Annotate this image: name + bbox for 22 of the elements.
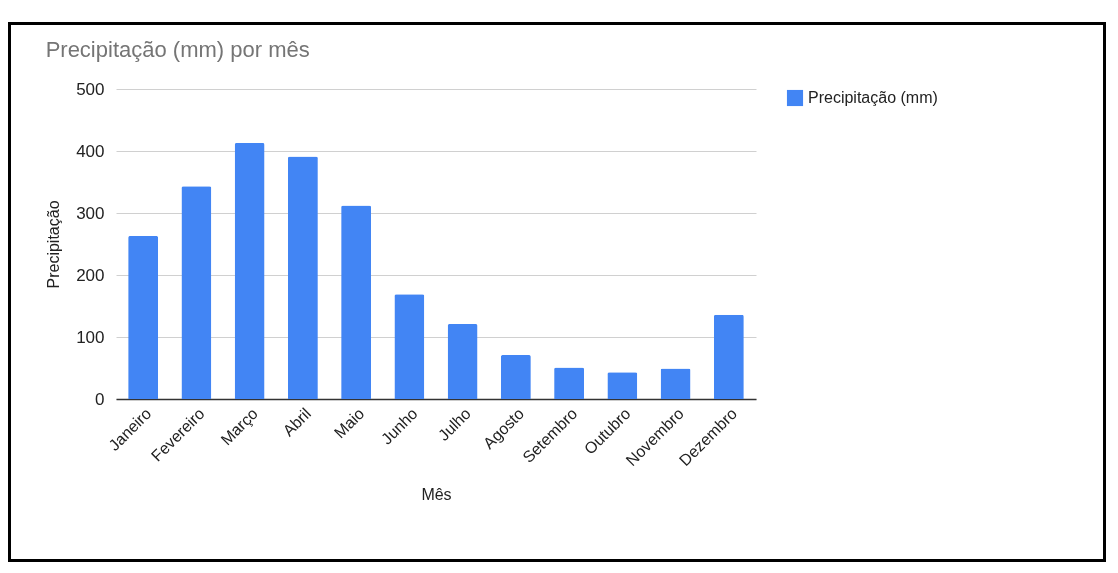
y-tick-label: 0	[95, 389, 105, 409]
bar	[181, 186, 212, 399]
y-axis-title: Precipitação	[45, 200, 63, 289]
bar	[660, 368, 691, 399]
x-axis-title: Mês	[421, 486, 452, 503]
y-tick-label: 400	[76, 141, 105, 161]
y-tick-label: 500	[76, 79, 105, 99]
chart-title: Precipitação (mm) por mês	[45, 37, 310, 62]
bar	[234, 142, 265, 399]
bar	[607, 372, 638, 399]
legend-label: Precipitação (mm)	[808, 89, 938, 106]
bar	[554, 367, 585, 399]
bar	[394, 294, 425, 399]
y-tick-label: 200	[76, 265, 105, 285]
bar	[287, 156, 318, 399]
bar	[713, 314, 744, 399]
bar	[128, 235, 159, 399]
bar	[500, 354, 531, 399]
y-tick-label: 100	[76, 327, 105, 347]
bar	[341, 205, 372, 399]
y-tick-label: 300	[76, 203, 105, 223]
bar	[447, 323, 478, 399]
